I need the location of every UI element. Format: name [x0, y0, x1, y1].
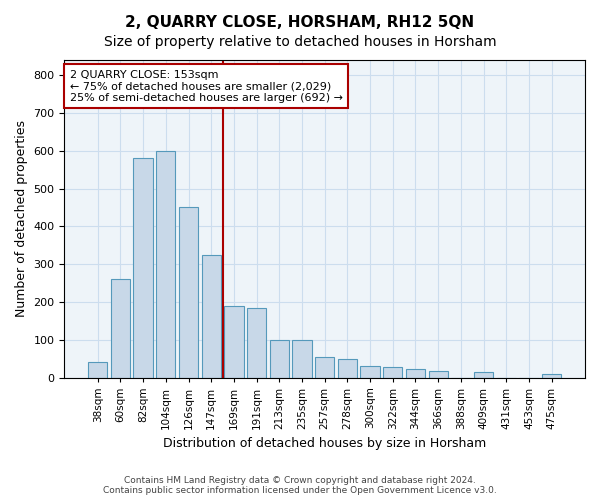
Bar: [224, 306, 244, 378]
Bar: [133, 158, 153, 378]
Bar: [88, 362, 107, 378]
Bar: [111, 279, 130, 378]
Bar: [383, 367, 403, 378]
X-axis label: Distribution of detached houses by size in Horsham: Distribution of detached houses by size …: [163, 437, 487, 450]
Bar: [428, 370, 448, 378]
Text: 2 QUARRY CLOSE: 153sqm
← 75% of detached houses are smaller (2,029)
25% of semi-: 2 QUARRY CLOSE: 153sqm ← 75% of detached…: [70, 70, 343, 102]
Bar: [542, 374, 562, 378]
Text: Size of property relative to detached houses in Horsham: Size of property relative to detached ho…: [104, 35, 496, 49]
Bar: [315, 356, 334, 378]
Text: Contains HM Land Registry data © Crown copyright and database right 2024.
Contai: Contains HM Land Registry data © Crown c…: [103, 476, 497, 495]
Bar: [474, 372, 493, 378]
Bar: [406, 369, 425, 378]
Bar: [361, 366, 380, 378]
Bar: [292, 340, 311, 378]
Bar: [247, 308, 266, 378]
Bar: [156, 150, 175, 378]
Y-axis label: Number of detached properties: Number of detached properties: [15, 120, 28, 318]
Text: 2, QUARRY CLOSE, HORSHAM, RH12 5QN: 2, QUARRY CLOSE, HORSHAM, RH12 5QN: [125, 15, 475, 30]
Bar: [202, 254, 221, 378]
Bar: [269, 340, 289, 378]
Bar: [179, 208, 198, 378]
Bar: [338, 358, 357, 378]
